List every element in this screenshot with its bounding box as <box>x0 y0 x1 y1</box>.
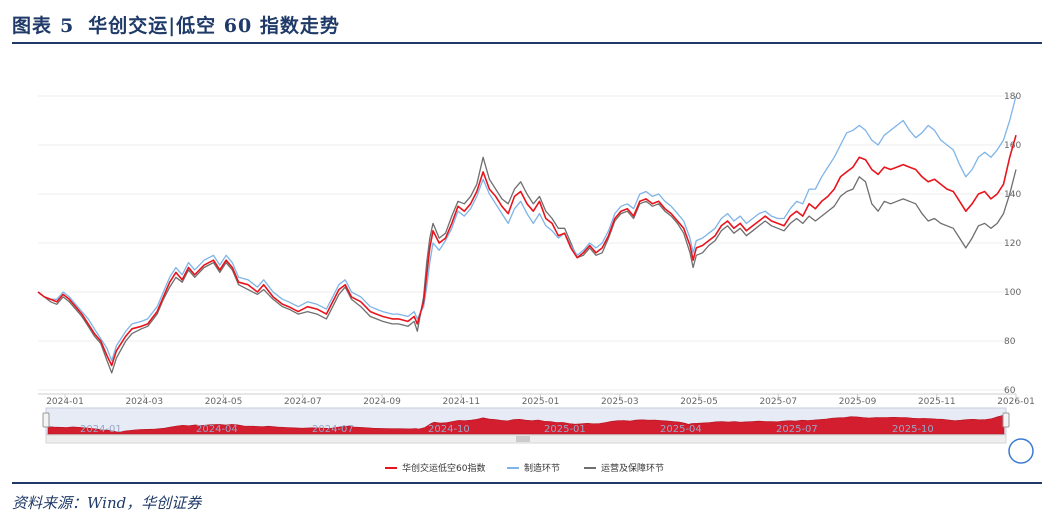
legend: 华创交运低空60指数 制造环节 运营及保障环节 <box>385 462 664 474</box>
navigator-handle[interactable] <box>1002 412 1010 428</box>
navigator-area <box>47 414 1005 435</box>
navigator-label: 2024-07 <box>312 424 354 435</box>
grid-lines <box>38 95 1016 391</box>
x-tick-label: 2025-11 <box>918 397 956 407</box>
x-tick-label: 2026-01 <box>997 397 1035 407</box>
chart-container: 60 80 100 120 140 160 180 2024-01 2024-03 2024-0… <box>0 48 1063 480</box>
x-axis: 2024-01 2024-03 2024-05 2024-07 2024-09 2024-… <box>38 393 1035 407</box>
series-line-0 <box>37 134 1017 367</box>
y-tick-label: 60 <box>1004 386 1016 396</box>
figure-header: 图表 5 华创交运|低空 60 指数走势 <box>12 8 1042 44</box>
zoom-reset-icon[interactable] <box>1008 438 1034 464</box>
y-tick-label: 100 <box>1004 288 1021 298</box>
navigator-handle[interactable] <box>42 412 50 428</box>
figure-title: 图表 5 华创交运|低空 60 指数走势 <box>12 11 340 38</box>
legend-label: 运营及保障环节 <box>601 462 664 474</box>
x-tick-label: 2024-03 <box>125 397 163 407</box>
x-tick-label: 2025-01 <box>522 397 560 407</box>
scrollbar-grip[interactable] <box>516 436 530 442</box>
x-tick-label: 2025-07 <box>759 397 797 407</box>
figure-number: 5 <box>60 15 75 37</box>
figure-title-text: 华创交运|低空 60 指数走势 <box>88 15 340 37</box>
navigator-label: 2024-01 <box>80 424 122 435</box>
figure-footer: 资料来源：Wind，华创证券 <box>12 482 1042 513</box>
navigator-label: 2025-10 <box>892 424 934 435</box>
x-tick-label: 2024-09 <box>363 397 401 407</box>
plot-area <box>37 95 1017 374</box>
y-tick-label: 120 <box>1004 239 1021 249</box>
navigator-label: 2024-04 <box>196 424 238 435</box>
series-line-2 <box>37 156 1017 374</box>
x-tick-label: 2024-07 <box>284 397 322 407</box>
x-tick-label: 2024-05 <box>205 397 243 407</box>
navigator-label: 2025-01 <box>544 424 586 435</box>
source-note: 资料来源：Wind，华创证券 <box>12 494 202 512</box>
x-tick-label: 2025-05 <box>680 397 718 407</box>
navigator-label: 2024-10 <box>428 424 470 435</box>
x-tick-label: 2024-11 <box>442 397 480 407</box>
y-tick-label: 140 <box>1004 190 1021 200</box>
series-line-1 <box>37 95 1017 362</box>
y-tick-label: 180 <box>1004 92 1021 102</box>
navigator-label: 2025-04 <box>660 424 702 435</box>
navigator-label: 2025-07 <box>776 424 818 435</box>
legend-label: 华创交运低空60指数 <box>402 462 485 474</box>
x-tick-label: 2025-03 <box>601 397 639 407</box>
x-tick-label: 2025-09 <box>839 397 877 407</box>
legend-label: 制造环节 <box>524 462 560 474</box>
range-navigator[interactable]: 2024-01 2024-04 2024-07 2024-10 2025-01 2025-… <box>42 407 1034 464</box>
figure-label: 图表 <box>12 15 53 37</box>
y-tick-label: 80 <box>1004 337 1016 347</box>
x-tick-label: 2024-01 <box>46 397 84 407</box>
